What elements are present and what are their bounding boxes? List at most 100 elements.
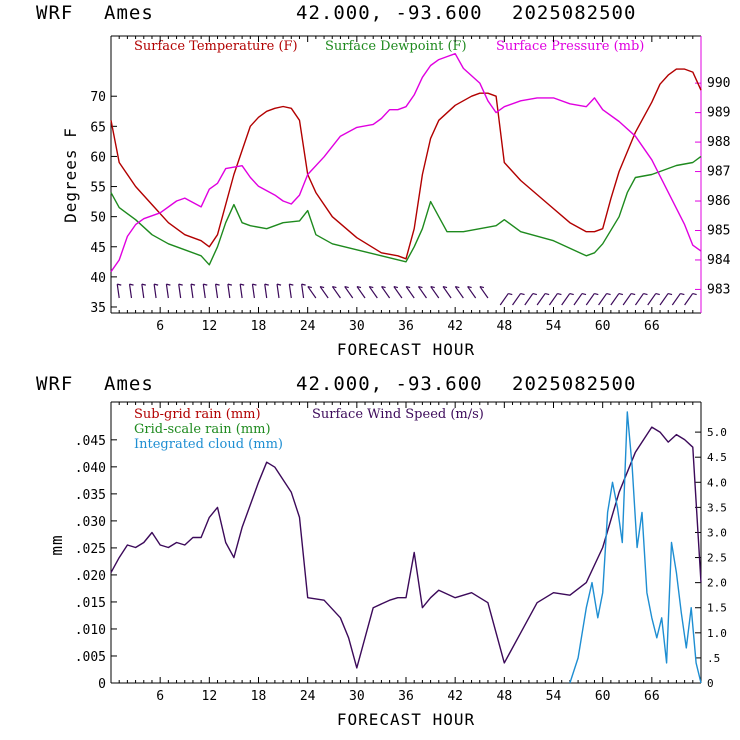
- bottom-y-tick-label: .025: [75, 542, 106, 557]
- wind-barb: [331, 286, 341, 299]
- top-y2-tick-label: 988: [707, 135, 730, 150]
- wind-barb: [548, 293, 558, 306]
- bottom-x-tick-label: 54: [546, 689, 562, 704]
- wind-barb-flag: [276, 283, 282, 286]
- wind-barb-flag: [467, 285, 472, 289]
- bottom-x-tick-label: 42: [447, 689, 463, 704]
- top-header-site: Ames: [104, 2, 154, 24]
- wind-barb-flag: [141, 283, 146, 286]
- bottom-x-tick-label: 36: [398, 689, 414, 704]
- top-y2-tick-label: 983: [707, 282, 730, 297]
- wind-barb-flag: [594, 292, 599, 296]
- top-y-tick-label: 60: [90, 150, 106, 165]
- top-x-tick-label: 60: [595, 319, 611, 334]
- wind-barb: [467, 286, 477, 299]
- wind-barb: [165, 284, 169, 299]
- wind-barb: [307, 286, 317, 299]
- top-y2-tick-label: 986: [707, 194, 730, 209]
- wind-barb: [178, 284, 182, 299]
- wind-barb: [454, 286, 464, 299]
- top-x-tick-label: 42: [447, 319, 463, 334]
- wind-barb: [264, 284, 268, 299]
- bottom-y2-tick-label: 4.5: [707, 451, 727, 464]
- wind-barb: [190, 284, 194, 299]
- wind-barb: [499, 293, 509, 306]
- wind-barb-flag: [532, 292, 537, 296]
- wind-barb-flag: [215, 283, 220, 286]
- wind-barb-flag: [203, 283, 208, 286]
- wind-barb-flag: [332, 285, 337, 289]
- wind-barb-flag: [508, 292, 513, 296]
- bottom-y2-tick-label: 3.5: [707, 501, 727, 514]
- bottom-x-tick-label: 60: [595, 689, 611, 704]
- wind-barb-flag: [227, 283, 233, 286]
- top-y2-tick-label: 984: [707, 253, 731, 268]
- bottom-y-tick-label: .030: [75, 515, 106, 530]
- wind-barb: [288, 284, 292, 299]
- bottom-y-tick-label: .010: [75, 623, 106, 638]
- top-header-date: 2025082500: [512, 2, 636, 24]
- wind-barb-flag: [301, 283, 306, 286]
- bottom-y2-tick-label: 2.5: [707, 552, 727, 565]
- top-y2-tick-label: 989: [707, 106, 730, 121]
- bottom-x-tick-label: 6: [156, 689, 164, 704]
- top-y2-tick-label: 990: [707, 76, 730, 91]
- wind-barb-flag: [643, 292, 648, 296]
- wind-barb-flag: [166, 283, 171, 286]
- bottom-y2-tick-label: 3.0: [707, 526, 727, 539]
- bottom-x-tick-label: 12: [202, 689, 218, 704]
- top-y2-tick-label: 985: [707, 223, 730, 238]
- top-x-tick-label: 48: [497, 319, 513, 334]
- wind-barb: [647, 293, 657, 306]
- top-y-tick-label: 50: [90, 211, 106, 226]
- bottom-ylabel: mm: [47, 534, 66, 555]
- wind-barb: [405, 286, 415, 299]
- wind-barb: [344, 286, 354, 299]
- wind-barb: [251, 284, 255, 299]
- wind-barb: [301, 284, 305, 299]
- wind-barb-flag: [667, 292, 673, 296]
- wind-barb-flag: [117, 283, 122, 286]
- wind-barb: [479, 286, 489, 299]
- top-x-tick-label: 18: [251, 319, 267, 334]
- top-ylabel: Degrees F: [61, 127, 80, 223]
- top-xlabel: FORECAST HOUR: [337, 340, 475, 359]
- wind-barb-flag: [544, 292, 550, 296]
- bottom-y-tick-label: .045: [75, 434, 106, 449]
- wind-barb: [202, 284, 206, 299]
- top-header-model: WRF: [36, 2, 73, 24]
- wind-barb-flag: [631, 292, 636, 296]
- wind-barb-flag: [319, 285, 325, 289]
- wind-barb: [512, 293, 522, 306]
- bottom-x-tick-label: 30: [349, 689, 365, 704]
- wind-barb-flag: [153, 283, 159, 286]
- wind-barb: [116, 284, 120, 299]
- top-x-tick-label: 36: [398, 319, 414, 334]
- wind-barb: [671, 293, 681, 306]
- bottom-y-tick-label: 0: [98, 677, 106, 692]
- bottom-y2-tick-label: .5: [707, 652, 720, 665]
- top-y-tick-label: 35: [90, 301, 106, 316]
- bottom-y-tick-label: .015: [75, 596, 106, 611]
- bottom-y-tick-label: .040: [75, 461, 106, 476]
- top-x-tick-label: 24: [300, 319, 316, 334]
- wind-barb-flag: [129, 283, 134, 286]
- bottom-series-integrated-cloud: [569, 411, 702, 684]
- wind-barb-flag: [393, 285, 399, 289]
- wind-barb: [276, 284, 280, 299]
- top-series-temperature: [110, 68, 702, 260]
- bottom-xlabel: FORECAST HOUR: [337, 710, 475, 729]
- top-y-tick-label: 40: [90, 271, 106, 286]
- top-y-tick-label: 45: [90, 241, 106, 256]
- wind-barb: [610, 293, 620, 306]
- wind-barb: [381, 286, 391, 299]
- legend-pressure: Surface Pressure (mb): [496, 39, 644, 54]
- wind-barb: [239, 284, 243, 299]
- top-x-tick-label: 66: [644, 319, 660, 334]
- wind-barb-flag: [406, 285, 411, 289]
- wind-barb: [417, 286, 427, 299]
- legend-gridscale-rain: Grid-scale rain (mm): [134, 422, 271, 437]
- bottom-x-tick-label: 66: [644, 689, 660, 704]
- wind-barb-flag: [455, 285, 460, 289]
